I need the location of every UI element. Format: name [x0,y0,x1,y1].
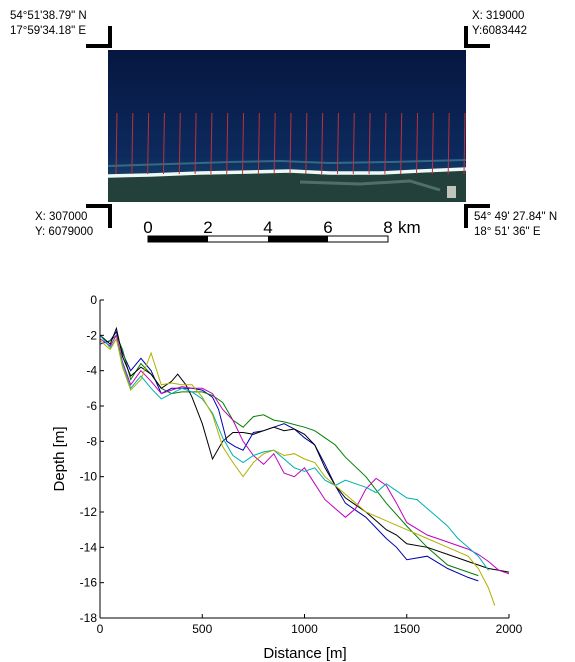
corner-brackets [86,26,490,228]
transect-line [178,112,181,175]
top-right-y: Y:6083442 [472,25,528,37]
scale-unit: km [398,218,421,237]
map-section: 54°51'38.79" N 17°59'34.18" E X: 319000 … [0,0,575,260]
transect-line [226,112,229,175]
transect-line [242,112,245,175]
depth-profile-line [99,330,479,582]
transect-line [463,112,466,175]
transect-line [210,112,213,175]
transect-line [400,112,403,175]
scale-label: 8 [383,218,392,237]
y-ticks: 0 -2 -4 -6 -8 -10 -12 -14 -16 -18 [80,293,104,625]
x-tick-label: 0 [97,622,104,636]
y-tick-label: -6 [86,399,97,413]
bottom-left-x: X: 307000 [35,211,88,223]
bracket-top-right [464,26,490,48]
x-tick-label: 1000 [291,622,318,636]
transect-line [431,112,434,175]
depth-profile-line [99,337,496,606]
x-tick-label: 500 [192,622,212,636]
scale-label: 0 [143,218,152,237]
scale-label: 2 [203,218,212,237]
land-detail [299,179,441,192]
x-tick-label: 2000 [496,622,523,636]
transect-line [115,112,118,175]
top-left-lat: 54°51'38.79" N [10,10,87,22]
depth-profile-line [99,334,479,577]
bottom-right-coordinates: 54° 49' 27.84" N 18° 51' 36" E [474,210,557,240]
y-tick-label: -4 [86,364,97,378]
y-axis-label: Depth [m] [51,426,68,491]
scale-segment-1 [148,236,208,242]
top-right-coordinates: X: 319000 Y:6083442 [472,9,527,39]
map-svg: 0 2 4 6 8 km [86,26,490,243]
top-left-coordinates: 54°51'38.79" N 17°59'34.18" E [10,9,87,39]
shallow-band [107,159,467,167]
transect-line [336,112,339,175]
y-tick-label: -10 [80,470,98,484]
scale-labels: 0 2 4 6 8 [143,218,392,237]
transect-line [194,112,197,175]
scale-bar: 0 2 4 6 8 km [143,218,421,243]
y-tick-label: -8 [86,434,97,448]
y-tick-label: -18 [80,611,98,625]
transect-line [447,112,450,175]
x-ticks: 0 500 1000 1500 2000 [97,614,523,636]
top-left-lon: 17°59'34.18" E [10,25,87,37]
transect-line [273,112,276,175]
depth-profile-line [99,326,510,573]
depth-profile-line [99,333,510,575]
depth-profile-line [99,334,489,571]
x-tick-label: 1500 [393,622,420,636]
scale-segment-3 [268,236,328,242]
land-area [108,170,466,202]
y-tick-label: -16 [80,576,98,590]
x-axis-label: Distance [m] [263,645,346,662]
transect-line [289,112,292,175]
bottom-left-y: Y: 6079000 [35,226,94,238]
series-lines [99,326,510,606]
transect-line [368,112,371,175]
transect-line [352,112,355,175]
transect-line [384,112,387,175]
chart-svg: 0 -2 -4 -6 -8 -10 -12 -14 -16 -18 0 500 1000 1500 200… [51,293,523,662]
transect-line [147,112,150,175]
bracket-bottom-right [464,204,490,228]
transect-line [162,112,165,175]
y-tick-label: -2 [86,328,97,342]
scale-label: 4 [263,218,272,237]
y-tick-label: -12 [80,505,98,519]
building-block [447,186,456,198]
transect-line [416,112,419,175]
bottom-right-lat: 54° 49' 27.84" N [474,211,558,223]
transect-line [131,112,134,175]
transect-line [305,112,308,175]
depth-profile-chart: 0 -2 -4 -6 -8 -10 -12 -14 -16 -18 0 500 1000 1500 200… [0,280,575,662]
y-tick-label: 0 [90,293,97,307]
transect-lines [115,112,466,175]
bracket-bottom-left [86,204,112,228]
bottom-left-coordinates: X: 307000 Y: 6079000 [35,210,93,240]
transect-line [321,112,324,175]
satellite-image [107,50,467,202]
transect-line [257,112,260,175]
top-right-x: X: 319000 [472,10,525,22]
y-tick-label: -14 [80,540,98,554]
bottom-right-lon: 18° 51' 36" E [474,226,541,238]
bracket-top-left [86,26,112,48]
scale-label: 6 [323,218,332,237]
